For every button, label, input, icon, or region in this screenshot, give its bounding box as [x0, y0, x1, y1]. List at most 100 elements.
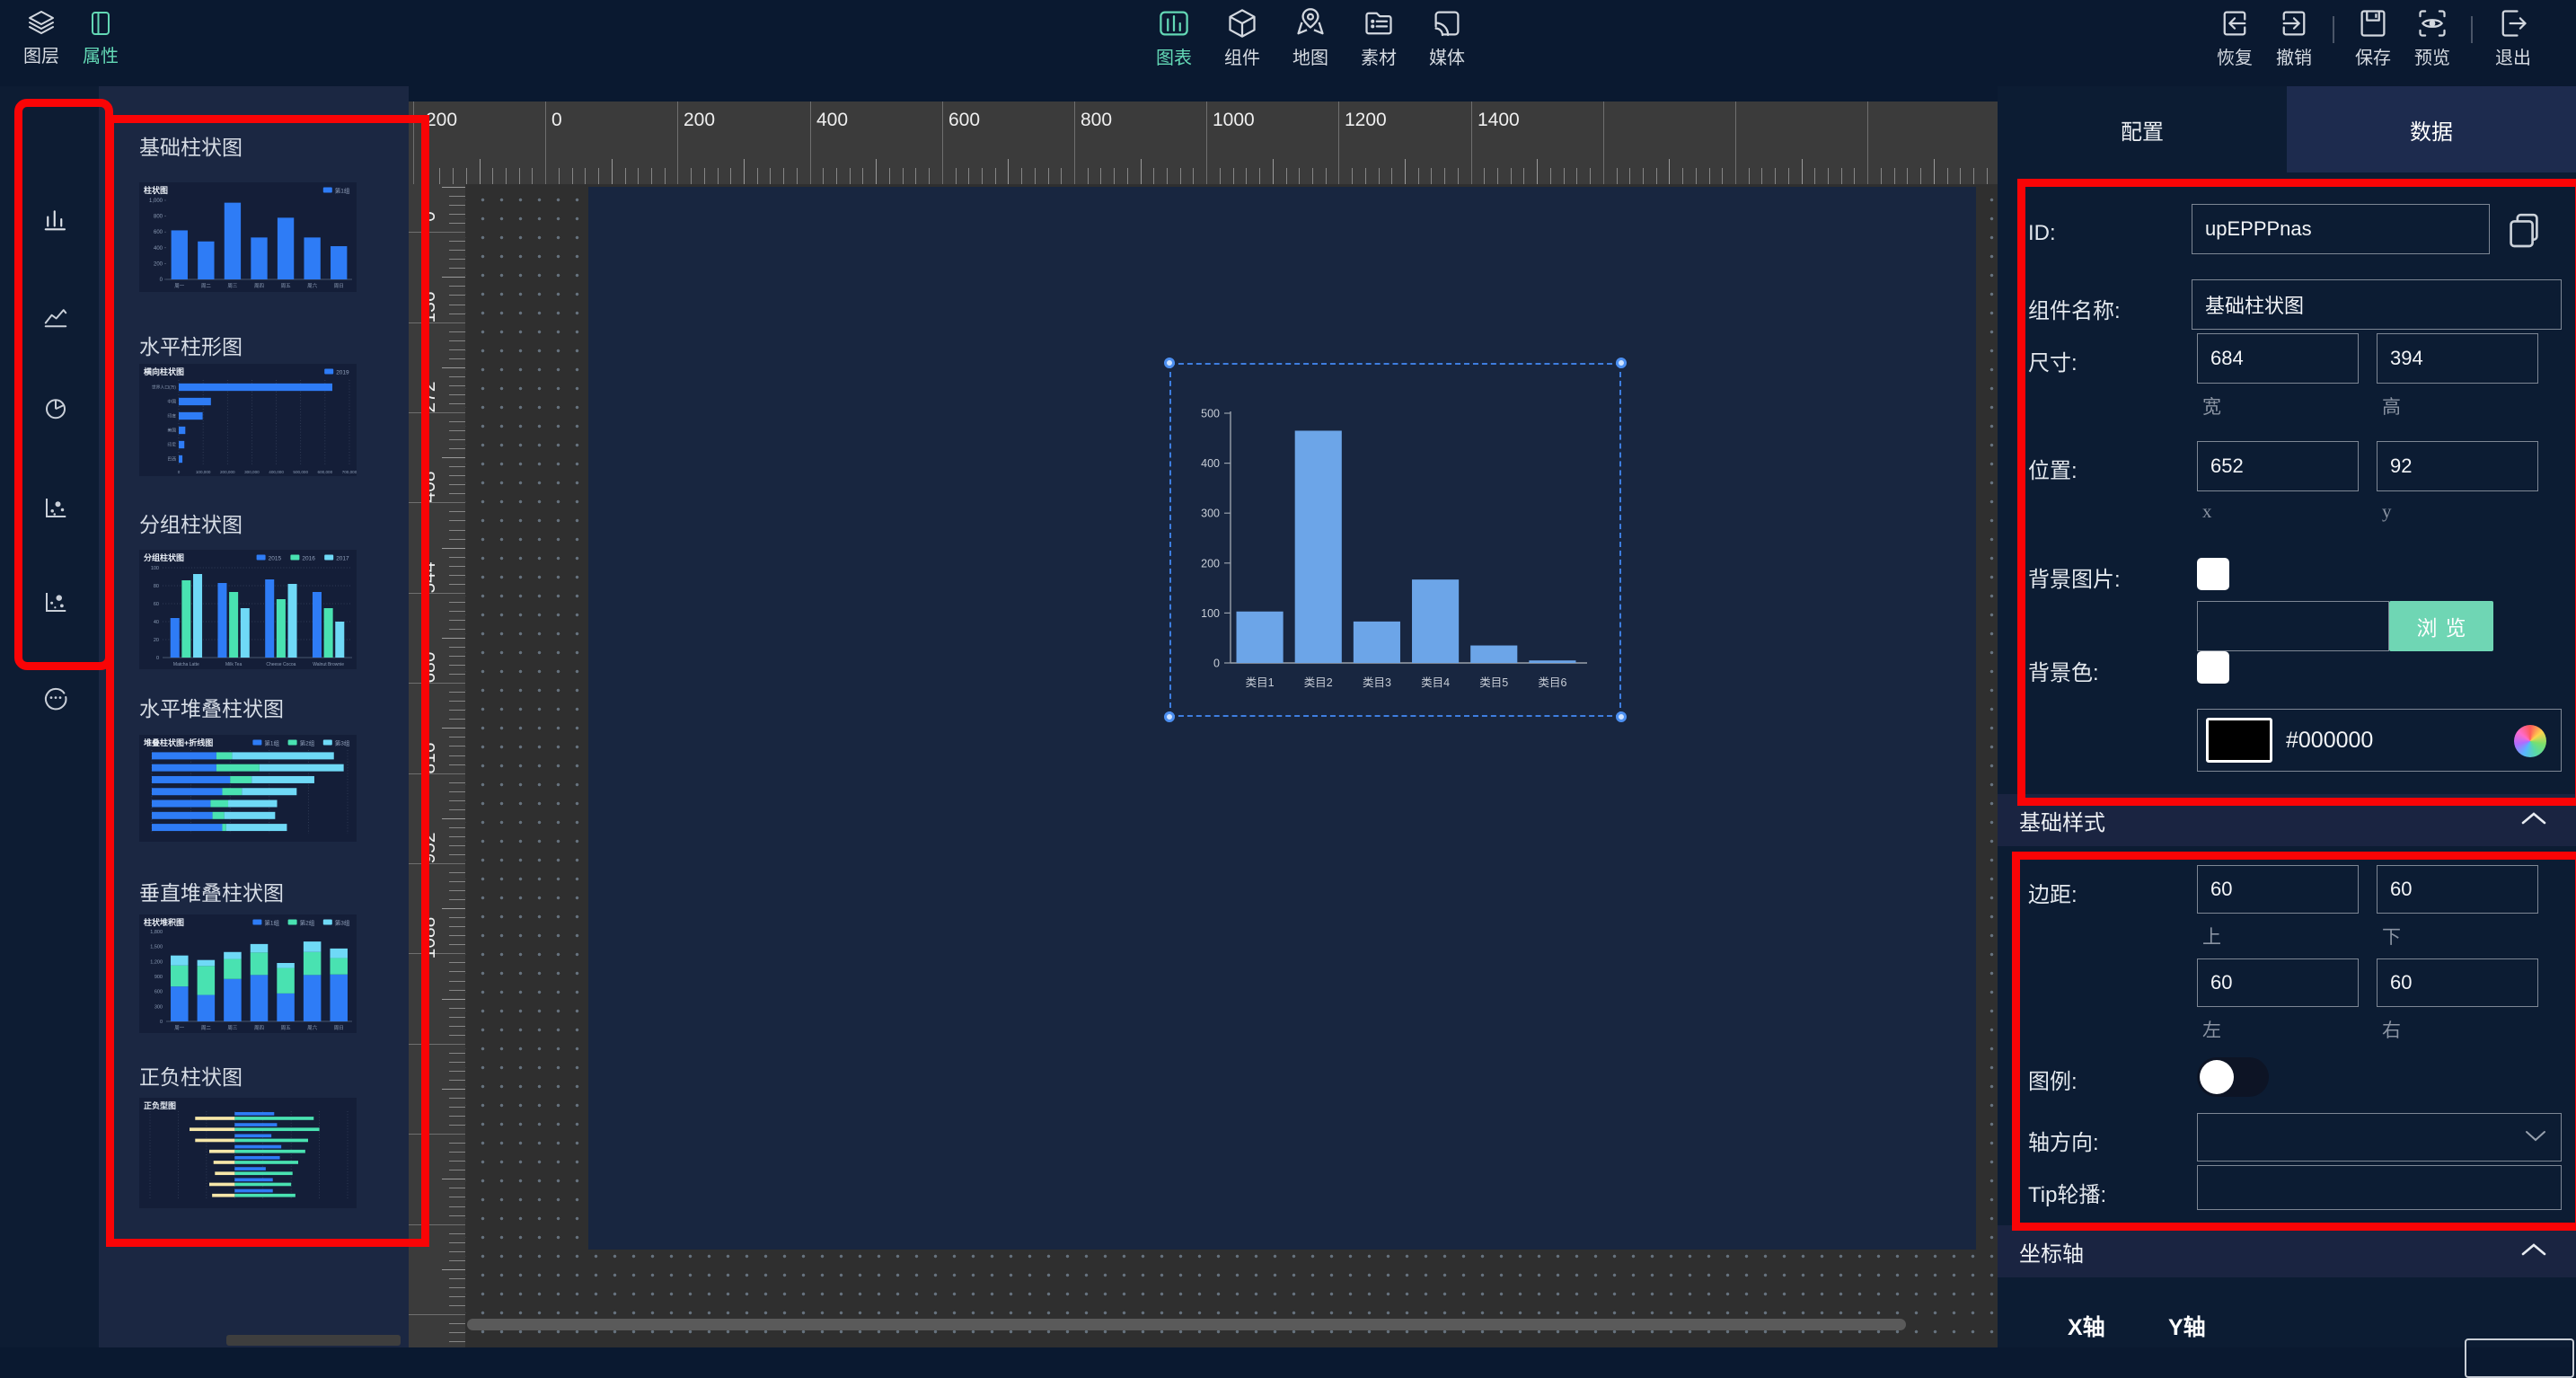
- section-basic-style[interactable]: 基础样式: [1998, 794, 2576, 846]
- svg-text:700,000: 700,000: [342, 470, 357, 474]
- svg-text:类目2: 类目2: [1304, 676, 1333, 689]
- position-x-input[interactable]: [2197, 441, 2359, 491]
- thumbnail-posneg-bar-chart: 正负型图: [144, 1100, 348, 1199]
- sidebar-item-more-charts[interactable]: [42, 684, 69, 715]
- properties-label: 属性: [83, 47, 119, 66]
- nav-media-button[interactable]: 媒体: [1415, 7, 1479, 67]
- save-button[interactable]: 保存: [2351, 7, 2395, 67]
- tab-data[interactable]: 数据: [2287, 86, 2576, 172]
- svg-text:印尼: 印尼: [167, 441, 176, 447]
- position-y-input[interactable]: [2377, 441, 2538, 491]
- navbar: 图层 属性 图表 组件 地图: [0, 0, 2576, 86]
- axis-direction-select[interactable]: [2197, 1113, 2562, 1162]
- sidebar-item-bar-charts[interactable]: [42, 206, 69, 237]
- size-label: 尺寸:: [2028, 351, 2078, 375]
- svg-text:300,000: 300,000: [244, 470, 260, 474]
- svg-text:600: 600: [154, 230, 163, 235]
- chart-thumbnails-panel: 基础柱状图 柱状图 第1组 0 200 400 600 800 1,000 周一 周二 周三 周四 周五…: [99, 86, 409, 1347]
- legend-toggle[interactable]: [2197, 1057, 2269, 1097]
- sidebar-item-pie-charts[interactable]: [42, 394, 69, 426]
- size-height-hint: 高: [2382, 396, 2401, 418]
- nav-charts-button[interactable]: 图表: [1142, 7, 1206, 67]
- copy-id-button[interactable]: [2504, 208, 2544, 256]
- svg-text:800: 800: [154, 215, 163, 220]
- svg-text:堆叠柱状图+折线图: 堆叠柱状图+折线图: [144, 738, 213, 747]
- svg-text:第3组: 第3组: [335, 919, 350, 927]
- preview-button[interactable]: 预览: [2411, 7, 2454, 67]
- margin-top-hint: 上: [2202, 926, 2221, 948]
- workspace[interactable]: [465, 184, 1998, 1347]
- margin-bottom-input[interactable]: [2377, 865, 2538, 914]
- workspace-hscrollbar[interactable]: [467, 1319, 1906, 1330]
- axis-tab-x[interactable]: X轴: [2068, 1315, 2105, 1340]
- thumbnail-panel-scrollbar[interactable]: [226, 1335, 401, 1346]
- thumbnail-title: 正负柱状图: [139, 1065, 243, 1089]
- sidebar-item-line-charts[interactable]: [42, 303, 69, 334]
- thumbnail-posneg-bar[interactable]: 正负型图: [139, 1098, 357, 1208]
- selection-handle-nw[interactable]: [1164, 358, 1175, 368]
- margin-right-input[interactable]: [2377, 958, 2538, 1007]
- browse-button[interactable]: 浏览: [2389, 601, 2493, 651]
- svg-text:第1组: 第1组: [264, 739, 279, 747]
- chevron-up-icon[interactable]: [2520, 1242, 2547, 1261]
- nav-components-button[interactable]: 组件: [1210, 7, 1275, 67]
- axis-tab-y[interactable]: Y轴: [2168, 1315, 2206, 1340]
- svg-text:第3组: 第3组: [335, 739, 350, 747]
- save-icon: [2357, 7, 2389, 44]
- thumbnail-horizontal-bar-chart: 横向柱状图 2019 0 100,000 200,000 300,000 400,000 50…: [144, 367, 357, 474]
- svg-text:类目5: 类目5: [1479, 676, 1508, 689]
- section-coordinate-axis[interactable]: 坐标轴: [1998, 1225, 2576, 1277]
- thumbnail-vstack-bar[interactable]: 柱状堆积图 第3组 第2组 第1组 0 300 600 900 1,200 1,500 1,800 周…: [139, 914, 357, 1033]
- properties-button[interactable]: 属性: [81, 9, 120, 66]
- thumbnail-hstack-bar[interactable]: 堆叠柱状图+折线图 第3组 第2组 第1组: [139, 735, 357, 842]
- sidebar-item-bubble-charts[interactable]: [42, 588, 69, 620]
- nav-assets-button[interactable]: 素材: [1346, 7, 1411, 67]
- undo-label: 撤销: [2276, 49, 2312, 68]
- nav-map-button[interactable]: 地图: [1278, 7, 1343, 67]
- background-image-checkbox[interactable]: [2197, 558, 2229, 590]
- thumbnail-basic-bar[interactable]: 柱状图 第1组 0 200 400 600 800 1,000 周一 周二 周三 周四 周五 周六 周日: [139, 182, 357, 292]
- more-icon: [42, 687, 69, 714]
- size-height-input[interactable]: [2377, 333, 2538, 384]
- restore-button[interactable]: 恢复: [2213, 7, 2256, 67]
- background-color-checkbox[interactable]: [2197, 651, 2229, 684]
- tab-data-label: 数据: [2410, 119, 2453, 145]
- svg-text:周六: 周六: [307, 282, 318, 289]
- selected-component[interactable]: 0 100 200 300 400 500 类目1 类目2 类目3 类目4 类目5 类目6: [1169, 363, 1621, 717]
- exit-button[interactable]: 退出: [2492, 7, 2535, 67]
- svg-text:20: 20: [154, 638, 159, 643]
- scatter-chart-category-icon: [42, 499, 69, 525]
- partial-button[interactable]: [2465, 1338, 2574, 1378]
- size-width-input[interactable]: [2197, 333, 2359, 384]
- id-input[interactable]: [2192, 204, 2490, 254]
- svg-text:0: 0: [1213, 658, 1220, 670]
- svg-text:600,000: 600,000: [318, 470, 333, 474]
- background-image-path-input[interactable]: [2197, 601, 2389, 651]
- canvas-bar-chart: 0 100 200 300 400 500 类目1 类目2 类目3 类目4 类目5 类目6: [1201, 408, 1587, 689]
- svg-text:1,800: 1,800: [150, 930, 163, 935]
- selection-handle-se[interactable]: [1616, 711, 1627, 722]
- map-pin-icon: [1294, 7, 1327, 44]
- selection-handle-ne[interactable]: [1616, 358, 1627, 368]
- sidebar-item-scatter-charts[interactable]: [42, 494, 69, 526]
- margin-top-input[interactable]: [2197, 865, 2359, 914]
- svg-text:周一: 周一: [174, 1025, 185, 1031]
- layers-button[interactable]: 图层: [22, 9, 61, 66]
- chevron-up-icon[interactable]: [2520, 811, 2547, 830]
- tab-config[interactable]: 配置: [1998, 86, 2287, 172]
- thumbnail-hstack-bar-chart: 堆叠柱状图+折线图 第3组 第2组 第1组: [144, 738, 350, 834]
- thumbnail-grouped-bar[interactable]: 分组柱状图 2017 2016 2015 0 20 40 60 80 100 Matcha Latt…: [139, 550, 357, 669]
- axis-direction-label: 轴方向:: [2028, 1131, 2099, 1155]
- margin-left-input[interactable]: [2197, 958, 2359, 1007]
- undo-button[interactable]: 撤销: [2272, 7, 2316, 67]
- thumbnail-horizontal-bar[interactable]: 横向柱状图 2019 0 100,000 200,000 300,000 400,000 50…: [139, 364, 357, 476]
- tip-carousel-input[interactable]: [2197, 1165, 2562, 1210]
- bubble-chart-category-icon: [42, 593, 69, 619]
- color-picker-row[interactable]: #000000: [2197, 709, 2562, 772]
- thumbnail-title: 水平堆叠柱状图: [139, 697, 284, 720]
- selection-handle-sw[interactable]: [1164, 711, 1175, 722]
- color-wheel-icon[interactable]: [2514, 725, 2546, 757]
- component-name-input[interactable]: [2192, 279, 2562, 330]
- svg-text:类目3: 类目3: [1363, 676, 1391, 689]
- horizontal-ruler: -200 0 200 400 600 800 1000 1200 1400: [409, 102, 1998, 184]
